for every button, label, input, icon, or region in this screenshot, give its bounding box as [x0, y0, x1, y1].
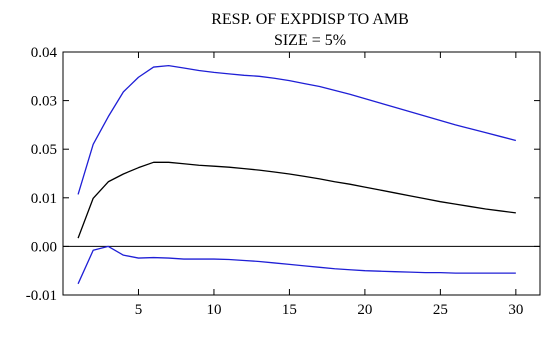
- series-layer: [77, 64, 517, 285]
- x-tick-label: 20: [357, 302, 372, 318]
- y-tick-label: 0.01: [31, 191, 57, 207]
- x-tick-label: 30: [508, 302, 523, 318]
- y-axis: -0.01 0.00 0.01 0.05 0.03 0.04: [26, 45, 540, 304]
- upper-band-line: [77, 64, 517, 195]
- x-tick-label: 25: [433, 302, 448, 318]
- y-tick-label: 0.05: [31, 142, 57, 158]
- x-axis: 5 10 15 20 25 30: [135, 52, 523, 318]
- y-tick-label: 0.00: [31, 239, 57, 255]
- y-tick-label: -0.01: [26, 288, 57, 304]
- x-tick-label: 10: [206, 302, 221, 318]
- chart-title: RESP. OF EXPDISP TO AMB: [211, 11, 409, 28]
- chart-subtitle: SIZE = 5%: [274, 32, 346, 49]
- plot-frame: [62, 51, 541, 296]
- x-tick-label: 5: [135, 302, 143, 318]
- lower-band-line: [77, 245, 516, 285]
- response-line: [77, 161, 516, 239]
- y-tick-label: 0.03: [31, 94, 57, 110]
- x-tick-label: 15: [282, 302, 297, 318]
- y-tick-label: 0.04: [31, 45, 58, 61]
